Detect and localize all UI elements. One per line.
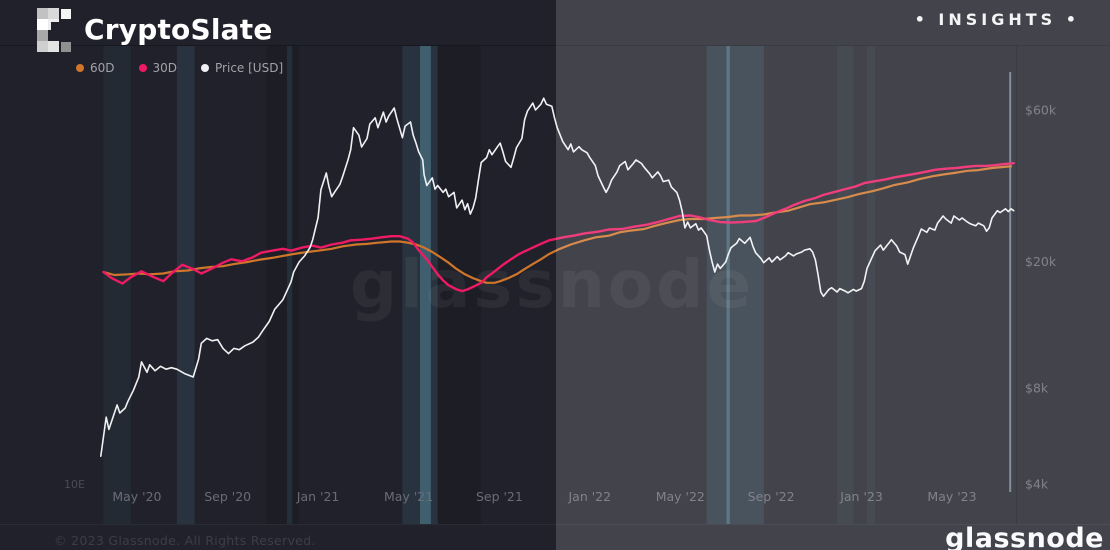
x-axis-tick-label: Jan '23	[839, 489, 883, 504]
legend-label: Price [USD]	[215, 61, 284, 75]
glassnode-watermark: glassnode	[350, 246, 754, 323]
x-axis-tick-label: Sep '22	[748, 489, 795, 504]
legend-item-60d[interactable]: 60D	[76, 61, 115, 75]
y-axis-tick-label: $60k	[1025, 102, 1057, 117]
series-line-30d	[102, 162, 1015, 293]
x-axis-tick-label: Sep '21	[476, 489, 523, 504]
legend-label: 60D	[90, 61, 115, 75]
x-axis-tick-label: Jan '21	[296, 489, 340, 504]
cryptoslate-logo-icon	[37, 8, 71, 52]
highlight-band	[726, 46, 730, 524]
series-line-60d	[102, 165, 1013, 284]
legend-dot-icon	[201, 64, 210, 72]
x-axis-tick-label: May '21	[384, 489, 433, 504]
highlight-band	[402, 46, 438, 524]
x-axis-tick-label: May '23	[927, 489, 976, 504]
legend-item-30d[interactable]: 30D	[138, 61, 178, 75]
y-axis-tick-label: $4k	[1025, 476, 1049, 491]
legend-dot-icon	[76, 64, 84, 72]
highlight-band	[867, 46, 876, 524]
highlight-band	[103, 46, 131, 524]
series-line-price-usd	[100, 97, 1015, 457]
insights-badge: • INSIGHTS •	[914, 10, 1080, 29]
brand-title: CryptoSlate	[84, 13, 273, 46]
highlight-band	[176, 46, 195, 524]
highlight-band	[837, 46, 854, 524]
x-axis-tick-label: Jan '22	[568, 489, 612, 504]
left-axis-overflow-label: 10E	[64, 478, 85, 491]
x-axis-tick-label: May '20	[112, 489, 161, 504]
highlight-band	[266, 46, 300, 524]
y-axis-tick-label: $20k	[1025, 254, 1057, 269]
y-axis-tick-label: $8k	[1025, 381, 1049, 396]
highlight-band	[706, 46, 764, 524]
legend-item-price-usd[interactable]: Price [USD]	[201, 61, 283, 75]
glassnode-wordmark: glassnode	[945, 523, 1104, 550]
highlight-band	[420, 46, 431, 524]
chart-legend: 60D 30D Price [USD]	[76, 61, 283, 75]
legend-label: 30D	[152, 61, 178, 75]
x-axis-tick-label: Sep '20	[204, 489, 251, 504]
highlight-band	[437, 46, 482, 524]
legend-dot-icon	[138, 64, 147, 72]
x-axis-tick-label: May '22	[656, 489, 705, 504]
copyright-text: © 2023 Glassnode. All Rights Reserved.	[54, 533, 316, 548]
